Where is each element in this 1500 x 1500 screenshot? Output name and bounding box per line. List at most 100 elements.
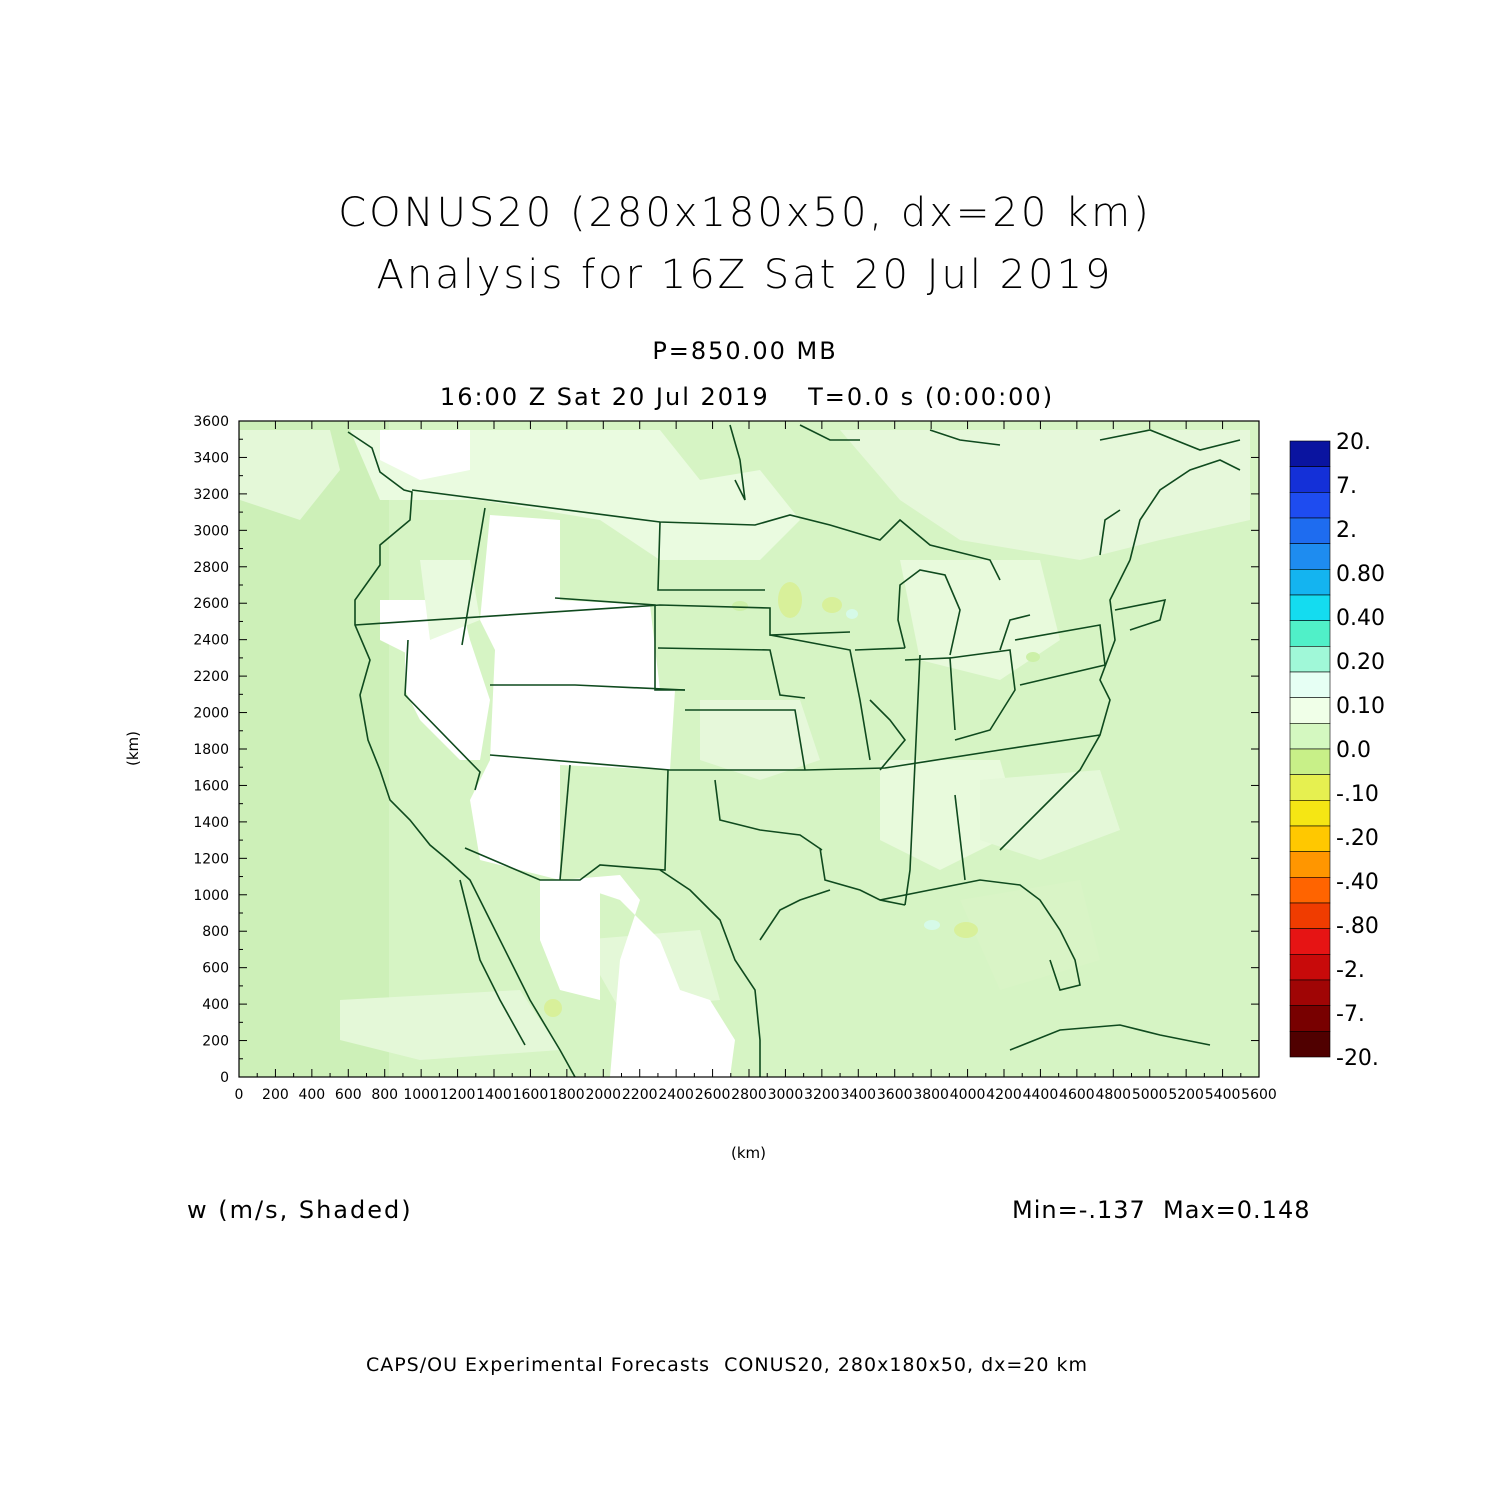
x-tick-label: 600 <box>335 1087 362 1103</box>
colorbar-swatch <box>1289 671 1331 698</box>
y-tick-label: 3200 <box>193 487 229 503</box>
x-tick-label: 2200 <box>622 1087 658 1103</box>
x-axis-label: (km) <box>731 1144 767 1162</box>
x-tick-label: 1600 <box>513 1087 549 1103</box>
y-tick-label: 2200 <box>193 669 229 685</box>
colorbar: 20. 7. 2. 0.80 0.40 0.20 0.10 0.0 -.10 -.20 -.40 -.… <box>1289 430 1385 1071</box>
colorbar-swatch <box>1289 646 1331 673</box>
y-tick-label: 1000 <box>193 888 229 904</box>
y-tick-label: 1200 <box>193 851 229 867</box>
y-tick-label: 1400 <box>193 815 229 831</box>
x-tick-label: 5400 <box>1205 1087 1241 1103</box>
colorbar-swatch <box>1289 979 1331 1006</box>
colorbar-label: -20. <box>1336 1046 1379 1071</box>
variable-label: w (m/s, Shaded) <box>187 1196 413 1224</box>
x-tick-label: 1800 <box>549 1087 585 1103</box>
colorbar-label: 0.10 <box>1336 694 1385 719</box>
x-tick-label: 4600 <box>1059 1087 1095 1103</box>
colorbar-swatch <box>1289 492 1331 519</box>
colorbar-swatch <box>1289 569 1331 596</box>
x-tick-label: 200 <box>262 1087 289 1103</box>
x-tick-label: 1000 <box>403 1087 439 1103</box>
x-tick-label: 4000 <box>950 1087 986 1103</box>
colorbar-label: 20. <box>1336 430 1371 455</box>
x-tick-label: 800 <box>371 1087 398 1103</box>
y-tick-label: 2000 <box>193 706 229 722</box>
colorbar-swatch <box>1289 620 1331 647</box>
x-tick-label: 3200 <box>804 1087 840 1103</box>
colorbar-label: -.10 <box>1336 782 1379 807</box>
x-tick-label: 5200 <box>1168 1087 1204 1103</box>
y-tick-label: 2600 <box>193 596 229 612</box>
y-tick-label: 3600 <box>193 414 229 430</box>
colorbar-label: -7. <box>1336 1002 1365 1027</box>
x-tick-label: 3000 <box>768 1087 804 1103</box>
plot-title-line1: CONUS20 (280x180x50, dx=20 km) <box>338 190 1152 236</box>
valid-time-label: 16:00 Z Sat 20 Jul 2019 T=0.0 s (0:00:00… <box>439 383 1055 411</box>
w-field-shading <box>239 421 1259 1077</box>
y-tick-label: 200 <box>202 1034 229 1050</box>
colorbar-label: -.40 <box>1336 870 1379 895</box>
y-tick-label: 0 <box>220 1070 229 1086</box>
colorbar-label: -.20 <box>1336 826 1379 851</box>
y-tick-label: 3000 <box>193 523 229 539</box>
colorbar-swatch <box>1289 466 1331 493</box>
x-tick-label: 2000 <box>585 1087 621 1103</box>
colorbar-label: -.80 <box>1336 914 1379 939</box>
colorbar-swatch <box>1289 697 1331 724</box>
colorbar-swatch <box>1289 851 1331 878</box>
x-tick-label: 1400 <box>476 1087 512 1103</box>
colorbar-swatch <box>1289 543 1331 570</box>
colorbar-swatch <box>1289 954 1331 981</box>
y-tick-label: 1600 <box>193 778 229 794</box>
colorbar-swatch <box>1289 825 1331 852</box>
x-tick-label: 2400 <box>658 1087 694 1103</box>
plot-title-line2: Analysis for 16Z Sat 20 Jul 2019 <box>376 252 1114 298</box>
x-tick-label: 5000 <box>1132 1087 1168 1103</box>
x-tick-label: 4400 <box>1023 1087 1059 1103</box>
colorbar-swatch <box>1289 800 1331 827</box>
x-tick-label: 5600 <box>1241 1087 1277 1103</box>
y-tick-label: 1800 <box>193 742 229 758</box>
x-tick-label: 1200 <box>440 1087 476 1103</box>
colorbar-swatch <box>1289 723 1331 750</box>
x-tick-label: 3600 <box>877 1087 913 1103</box>
x-tick-label: 0 <box>235 1087 244 1103</box>
x-tick-label: 2800 <box>731 1087 767 1103</box>
x-tick-label: 400 <box>298 1087 325 1103</box>
x-tick-label: 4200 <box>986 1087 1022 1103</box>
colorbar-swatch <box>1289 594 1331 621</box>
colorbar-swatch <box>1289 902 1331 929</box>
colorbar-label: 2. <box>1336 518 1357 543</box>
y-tick-label: 3400 <box>193 450 229 466</box>
colorbar-label: 0.80 <box>1336 562 1385 587</box>
colorbar-label: 0.0 <box>1336 738 1371 763</box>
min-max-label: Min=-.137 Max=0.148 <box>1012 1196 1311 1224</box>
colorbar-label: -2. <box>1336 958 1365 983</box>
x-tick-label: 3800 <box>913 1087 949 1103</box>
y-tick-label: 800 <box>202 924 229 940</box>
x-tick-label: 3400 <box>840 1087 876 1103</box>
x-tick-label: 4800 <box>1095 1087 1131 1103</box>
colorbar-swatch <box>1289 1031 1331 1058</box>
colorbar-swatch <box>1289 928 1331 955</box>
y-tick-label: 600 <box>202 961 229 977</box>
footer-credit: CAPS/OU Experimental Forecasts CONUS20, … <box>365 1354 1089 1376</box>
y-tick-label: 400 <box>202 997 229 1013</box>
pressure-level-label: P=850.00 MB <box>652 337 838 365</box>
colorbar-swatch <box>1289 1005 1331 1032</box>
colorbar-swatch <box>1289 440 1331 467</box>
x-tick-label: 2600 <box>695 1087 731 1103</box>
y-tick-label: 2800 <box>193 560 229 576</box>
colorbar-label: 7. <box>1336 474 1357 499</box>
map-borders <box>347 424 1241 1077</box>
colorbar-label: 0.20 <box>1336 650 1385 675</box>
y-tick-label: 2400 <box>193 633 229 649</box>
colorbar-swatch <box>1289 517 1331 544</box>
colorbar-label: 0.40 <box>1336 606 1385 631</box>
colorbar-swatch <box>1289 774 1331 801</box>
axis-ticks: 0 200 400 600 800 1000 1200 1400 1600 1800 2000 220… <box>193 414 1276 1103</box>
colorbar-swatch <box>1289 877 1331 904</box>
colorbar-swatch <box>1289 748 1331 775</box>
